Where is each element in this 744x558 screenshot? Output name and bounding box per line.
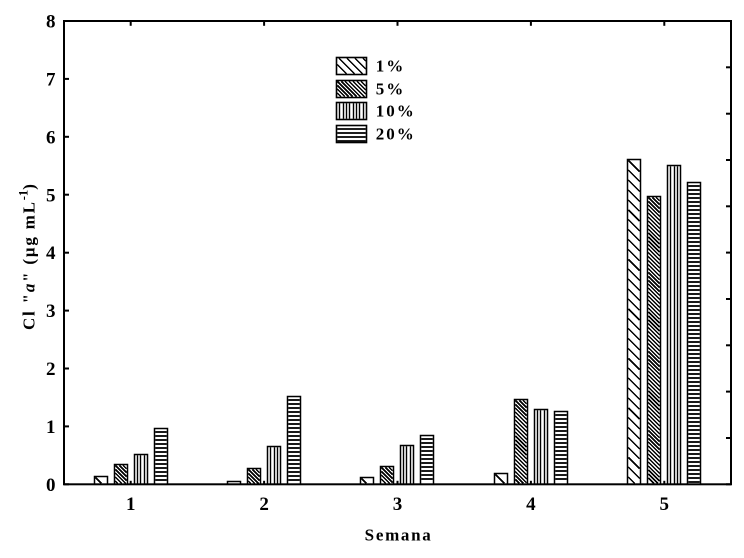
- svg-text:1%: 1%: [376, 57, 406, 76]
- svg-text:4: 4: [526, 494, 536, 515]
- svg-text:5%: 5%: [376, 80, 406, 99]
- svg-text:2: 2: [259, 494, 269, 515]
- svg-text:5: 5: [46, 185, 56, 206]
- svg-text:0: 0: [46, 475, 56, 496]
- svg-text:7: 7: [46, 70, 56, 91]
- svg-text:8: 8: [46, 12, 56, 33]
- svg-text:Cl "a" (μg mL-1): Cl "a" (μg mL-1): [16, 182, 38, 330]
- svg-text:1: 1: [46, 417, 56, 438]
- svg-text:5: 5: [660, 494, 670, 515]
- svg-text:20%: 20%: [376, 125, 416, 144]
- svg-text:3: 3: [46, 301, 56, 322]
- svg-text:6: 6: [46, 127, 56, 148]
- svg-text:2: 2: [46, 359, 56, 380]
- svg-text:3: 3: [393, 494, 403, 515]
- svg-text:10%: 10%: [376, 102, 416, 121]
- svg-text:Semana: Semana: [365, 525, 433, 544]
- svg-text:1: 1: [126, 494, 136, 515]
- svg-text:4: 4: [46, 243, 56, 264]
